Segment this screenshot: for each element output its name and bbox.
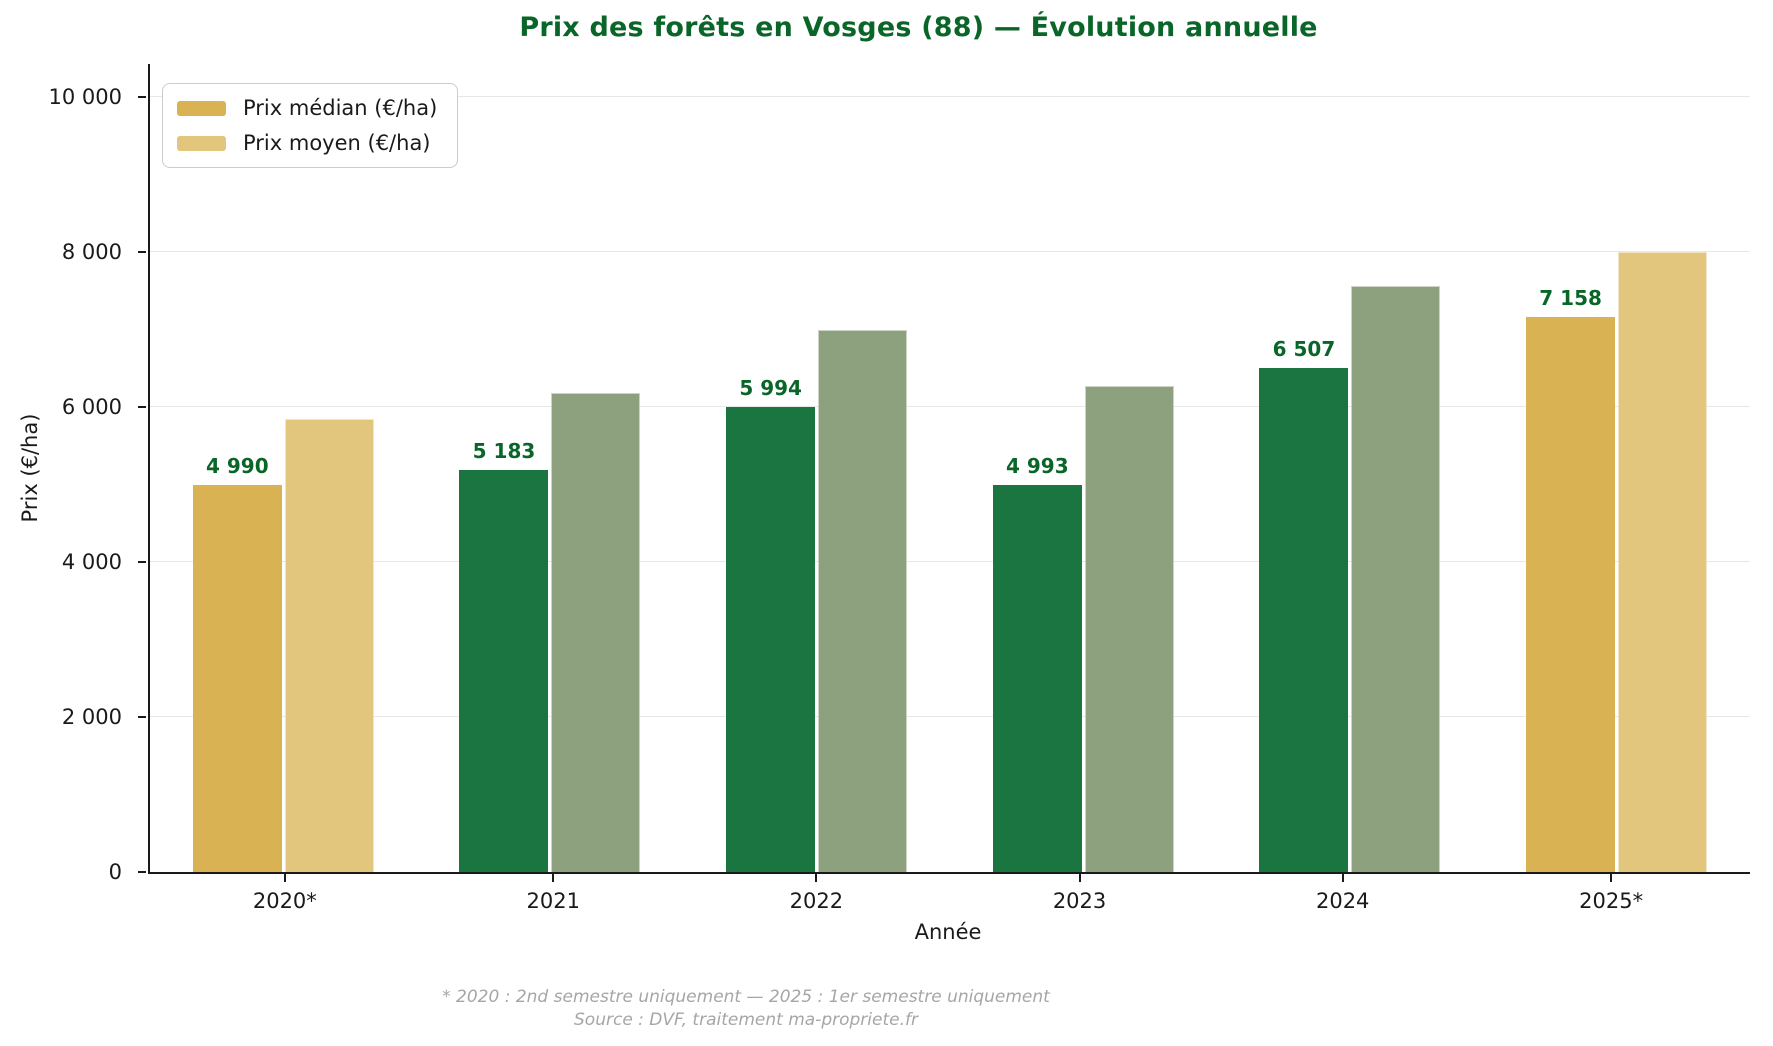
y-tick-mark bbox=[138, 406, 146, 408]
y-axis: 0 2 000 4 000 6 000 8 000 10 000 bbox=[0, 64, 148, 884]
legend-label-median: Prix médian (€/ha) bbox=[243, 96, 438, 120]
bar-value-label: 4 990 bbox=[206, 454, 269, 479]
x-tick-mark bbox=[1078, 874, 1081, 882]
plot-area: 4 990 5 183 5 994 4 993 6 507 7 158 bbox=[148, 64, 1750, 874]
x-tick-slot-2022: 2022 bbox=[790, 874, 843, 913]
gridline-2000 bbox=[150, 716, 1750, 717]
bar-value-label: 5 183 bbox=[472, 439, 536, 464]
y-tick-mark bbox=[138, 251, 146, 253]
y-tick-mark bbox=[138, 871, 146, 873]
bar-value-label: 6 507 bbox=[1272, 336, 1336, 361]
chart-title: Prix des forêts en Vosges (88) — Évoluti… bbox=[519, 12, 1318, 43]
x-tick-label-2023: 2023 bbox=[1052, 889, 1107, 913]
gridline-6000 bbox=[150, 406, 1750, 407]
y-tick-label: 8 000 bbox=[61, 240, 122, 264]
bars-container: 4 990 5 183 5 994 4 993 6 507 7 158 bbox=[150, 64, 1750, 872]
bar-group-2024: 6 507 bbox=[1259, 286, 1441, 872]
x-tick-label-2021: 2021 bbox=[526, 889, 580, 913]
bar-mean-2024 bbox=[1351, 286, 1441, 872]
legend-item-median: Prix médian (€/ha) bbox=[177, 96, 437, 120]
footnote-asterisk-note: * 2020 : 2nd semestre uniquement — 2025 … bbox=[442, 987, 1050, 1007]
bar-mean-2020* bbox=[284, 418, 374, 872]
gridline-10000 bbox=[150, 96, 1750, 97]
bar-group-2023: 4 993 bbox=[992, 386, 1174, 872]
y-tick-label: 4 000 bbox=[61, 550, 122, 574]
bar-median-2024: 6 507 bbox=[1259, 337, 1349, 872]
x-tick-slot-2020*: 2020* bbox=[253, 874, 317, 913]
gridline-4000 bbox=[150, 561, 1750, 562]
bar-mean-2025* bbox=[1618, 252, 1708, 872]
bar-group-2025*: 7 158 bbox=[1526, 252, 1708, 872]
x-tick-mark bbox=[283, 874, 286, 882]
x-axis: 2020* 2021 2022 2023 2024 2025* bbox=[148, 874, 1748, 913]
x-tick-slot-2024: 2024 bbox=[1316, 874, 1369, 913]
bar-median-2023: 4 993 bbox=[992, 454, 1082, 872]
x-tick-mark bbox=[552, 874, 555, 882]
y-tick-mark bbox=[138, 96, 146, 98]
footnote-source: Source : DVF, traitement ma-propriete.fr bbox=[574, 1010, 918, 1030]
bar-median-2021: 5 183 bbox=[459, 439, 549, 872]
y-tick-label: 10 000 bbox=[48, 85, 122, 109]
y-tick-label: 6 000 bbox=[61, 395, 122, 419]
bar-group-2022: 5 994 bbox=[726, 330, 908, 872]
x-tick-label-2025*: 2025* bbox=[1579, 889, 1644, 913]
bar-value-label: 4 993 bbox=[1005, 454, 1069, 479]
legend-swatch-median bbox=[177, 100, 226, 116]
x-tick-slot-2021: 2021 bbox=[527, 874, 580, 913]
x-axis-title: Année bbox=[914, 920, 982, 944]
bar-value-label: 5 994 bbox=[739, 376, 802, 401]
gridline-8000 bbox=[150, 251, 1750, 252]
legend-item-mean: Prix moyen (€/ha) bbox=[177, 131, 437, 155]
legend-swatch-mean bbox=[177, 135, 226, 151]
y-tick-label: 0 bbox=[108, 860, 122, 884]
bar-mean-2023 bbox=[1084, 386, 1174, 872]
x-tick-mark bbox=[815, 874, 818, 882]
legend-label-mean: Prix moyen (€/ha) bbox=[243, 131, 431, 155]
x-tick-slot-2025*: 2025* bbox=[1579, 874, 1643, 913]
bar-group-2021: 5 183 bbox=[459, 393, 641, 872]
legend: Prix médian (€/ha) Prix moyen (€/ha) bbox=[162, 83, 459, 168]
bar-mean-2022 bbox=[818, 330, 908, 872]
bar-median-2020*: 4 990 bbox=[192, 454, 282, 872]
bar-group-2020*: 4 990 bbox=[192, 418, 374, 872]
bar-mean-2021 bbox=[551, 393, 641, 872]
x-tick-label-2020*: 2020* bbox=[252, 889, 317, 913]
x-tick-label-2024: 2024 bbox=[1315, 889, 1370, 913]
y-tick-label: 2 000 bbox=[61, 705, 122, 729]
y-tick-mark bbox=[138, 561, 146, 563]
bar-median-2022: 5 994 bbox=[726, 376, 816, 872]
x-tick-slot-2023: 2023 bbox=[1053, 874, 1106, 913]
x-tick-label-2022: 2022 bbox=[789, 889, 844, 913]
bar-value-label: 7 158 bbox=[1539, 286, 1602, 311]
y-tick-mark bbox=[138, 716, 146, 718]
bar-median-2025*: 7 158 bbox=[1526, 286, 1616, 872]
x-tick-mark bbox=[1341, 874, 1344, 882]
x-tick-mark bbox=[1610, 874, 1613, 882]
